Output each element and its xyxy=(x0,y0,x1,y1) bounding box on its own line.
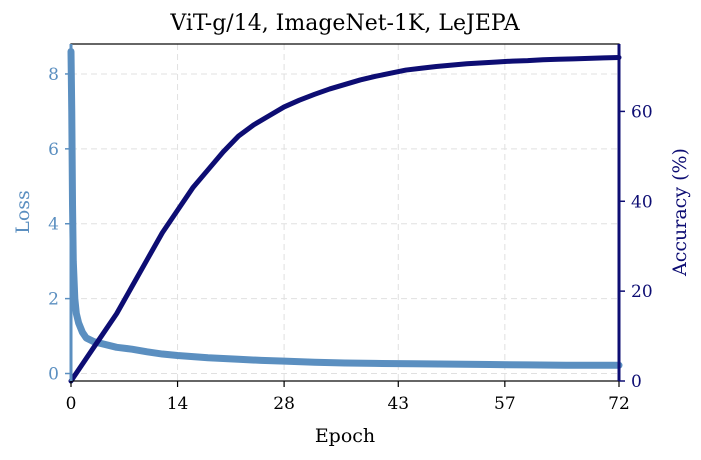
y-right-tick-label: 20 xyxy=(631,282,653,302)
x-tick-label: 14 xyxy=(167,394,189,414)
y-left-tick-label: 0 xyxy=(48,365,59,385)
x-axis-title: Epoch xyxy=(315,425,375,447)
y-right-tick-label: 40 xyxy=(631,192,653,212)
series-layer xyxy=(67,47,623,384)
accuracy-series-line xyxy=(68,54,622,384)
y-left-tick-label: 2 xyxy=(48,290,59,310)
loss-series-line xyxy=(67,47,623,369)
plot-frame xyxy=(70,43,620,382)
y-axis-left-title: Loss xyxy=(12,190,34,234)
x-tick-label: 43 xyxy=(387,394,409,414)
axes xyxy=(69,43,621,382)
y-axis-right-title: Accuracy (%) xyxy=(669,148,691,277)
y-left-tick-label: 8 xyxy=(48,65,59,85)
x-tick-label: 57 xyxy=(494,394,516,414)
x-tick-label: 28 xyxy=(273,394,295,414)
y-right-tick-label: 60 xyxy=(631,102,653,122)
grid xyxy=(70,44,620,381)
y-left-tick-label: 6 xyxy=(48,140,59,160)
y-right-tick-label: 0 xyxy=(631,372,642,392)
x-tick-label: 0 xyxy=(66,394,77,414)
x-tick-label: 72 xyxy=(608,394,630,414)
chart-title: ViT-g/14, ImageNet-1K, LeJEPA xyxy=(169,11,520,36)
y-left-tick-label: 4 xyxy=(48,215,59,235)
